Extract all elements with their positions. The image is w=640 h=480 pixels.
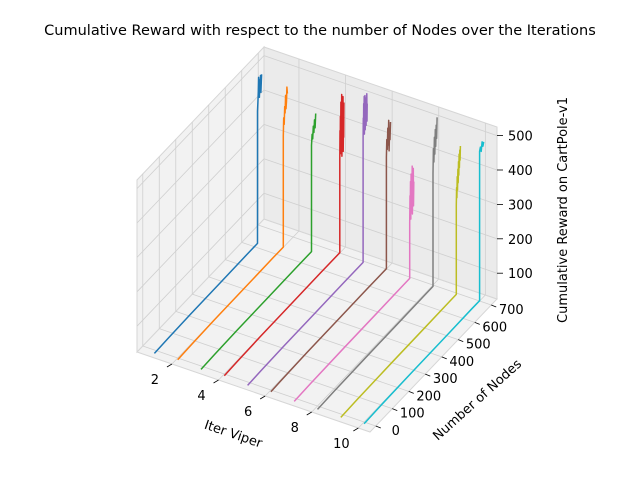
y-tick-label: 700 [499,303,524,318]
series-line-1 [153,74,263,354]
series-line-4 [223,93,345,377]
y-tick-label: 100 [400,407,425,422]
x-tick [306,411,312,416]
series-line-7 [293,165,415,402]
z-gridline [136,124,265,258]
x-tick-label: 4 [197,389,205,404]
chart-title: Cumulative Reward with respect to the nu… [44,23,596,39]
z-tick-label: 200 [508,233,533,248]
x-tick [213,379,219,384]
y-tick [375,425,381,429]
z-gridline [263,89,498,171]
y-gridline [175,311,409,392]
z-tick-label: 100 [508,267,533,282]
y-gridline [142,345,376,427]
z-axis-label: Cumulative Reward on CartPole-v1 [556,97,571,323]
x-tick [259,395,266,400]
y-gridline [159,328,393,410]
y-tick [392,408,398,412]
y-axis-label: Number of Nodes [430,357,525,444]
x-tick-label: 6 [244,405,252,420]
series-line-5 [247,93,368,386]
y-tick-label: 400 [449,355,474,370]
x-gridline [311,278,440,413]
y-gridline [241,241,475,323]
series-line-6 [270,119,392,393]
y-tick-label: 0 [392,424,400,439]
x-tick-label: 10 [333,437,350,452]
y-tick [474,321,480,325]
x-tick [166,363,173,368]
x-tick [353,427,359,432]
chart-series [153,74,485,425]
x-axis-label: Iter Viper [202,418,264,452]
z-gridline [263,124,498,205]
x-tick-label: 2 [151,373,159,388]
series-line-9 [340,145,462,418]
series-line-3 [200,113,317,370]
z-tick-label: 300 [508,198,533,213]
z-tick-label: 400 [508,164,533,179]
y-tick [425,373,431,377]
y-tick-label: 500 [466,338,491,353]
chart-ticks: 2468100100200300400500600700100200300400… [151,130,533,452]
series-line-10 [363,141,485,425]
series-line-8 [316,117,438,410]
y-tick [458,339,464,342]
z-gridline [136,158,265,293]
y-tick-label: 300 [433,372,458,387]
z-gridline [136,55,265,189]
y-gridline [208,276,442,358]
y-tick [491,304,497,308]
series-line-2 [177,86,289,361]
z-gridline [136,192,265,327]
z-gridline [263,55,498,136]
chart-grid [136,53,498,429]
y-tick [441,356,447,360]
x-tick-label: 8 [291,421,299,436]
y-gridline [258,224,492,306]
y-gridline [225,259,459,340]
z-gridline [136,89,265,224]
z-gridline [263,192,498,274]
z-gridline [263,158,498,240]
y-tick [408,391,414,394]
z-tick-label: 500 [508,130,533,145]
y-tick-label: 600 [482,320,507,335]
y-tick-label: 200 [416,389,441,404]
y-gridline [192,293,426,375]
